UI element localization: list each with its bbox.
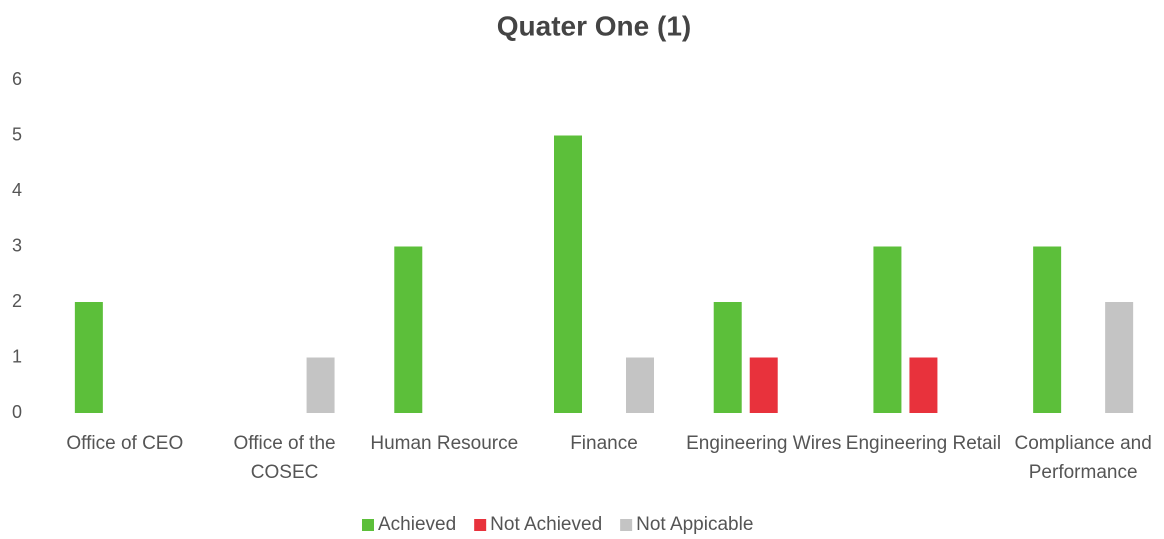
x-tick-label: Compliance and Performance: [1014, 433, 1152, 483]
y-tick-label: 0: [12, 402, 22, 422]
bar: [74, 302, 103, 413]
bar: [554, 135, 582, 413]
y-tick-label: 1: [12, 346, 22, 366]
x-tick-label: Finance: [570, 433, 638, 454]
x-tick-label: Office of the COSEC: [233, 433, 336, 483]
bar: [306, 357, 335, 413]
chart-title: Quater One (1): [497, 10, 691, 41]
legend-swatch: [474, 519, 487, 531]
legend-label: Achieved: [378, 514, 456, 535]
bar: [626, 357, 654, 413]
legend-label: Not Appicable: [636, 514, 753, 535]
x-tick-label: Engineering Retail: [845, 433, 1002, 454]
x-tick-label: Office of CEO: [66, 433, 184, 454]
y-tick-label: 3: [12, 235, 22, 255]
y-tick-label: 5: [12, 124, 22, 144]
y-tick-label: 6: [12, 69, 22, 89]
legend-label: Not Achieved: [490, 514, 602, 535]
y-tick-label: 2: [12, 291, 22, 311]
bar: [713, 302, 742, 413]
x-tick-label: Engineering Wires: [686, 433, 842, 454]
y-tick-label: 4: [12, 180, 22, 200]
x-tick-label: Human Resource: [370, 433, 519, 454]
bar: [749, 357, 778, 413]
bar: [873, 246, 902, 413]
bar: [1105, 302, 1134, 413]
bar: [1033, 246, 1062, 413]
legend-swatch: [362, 519, 374, 531]
bar: [394, 246, 423, 413]
legend-swatch: [620, 519, 633, 531]
bar: [909, 357, 938, 413]
